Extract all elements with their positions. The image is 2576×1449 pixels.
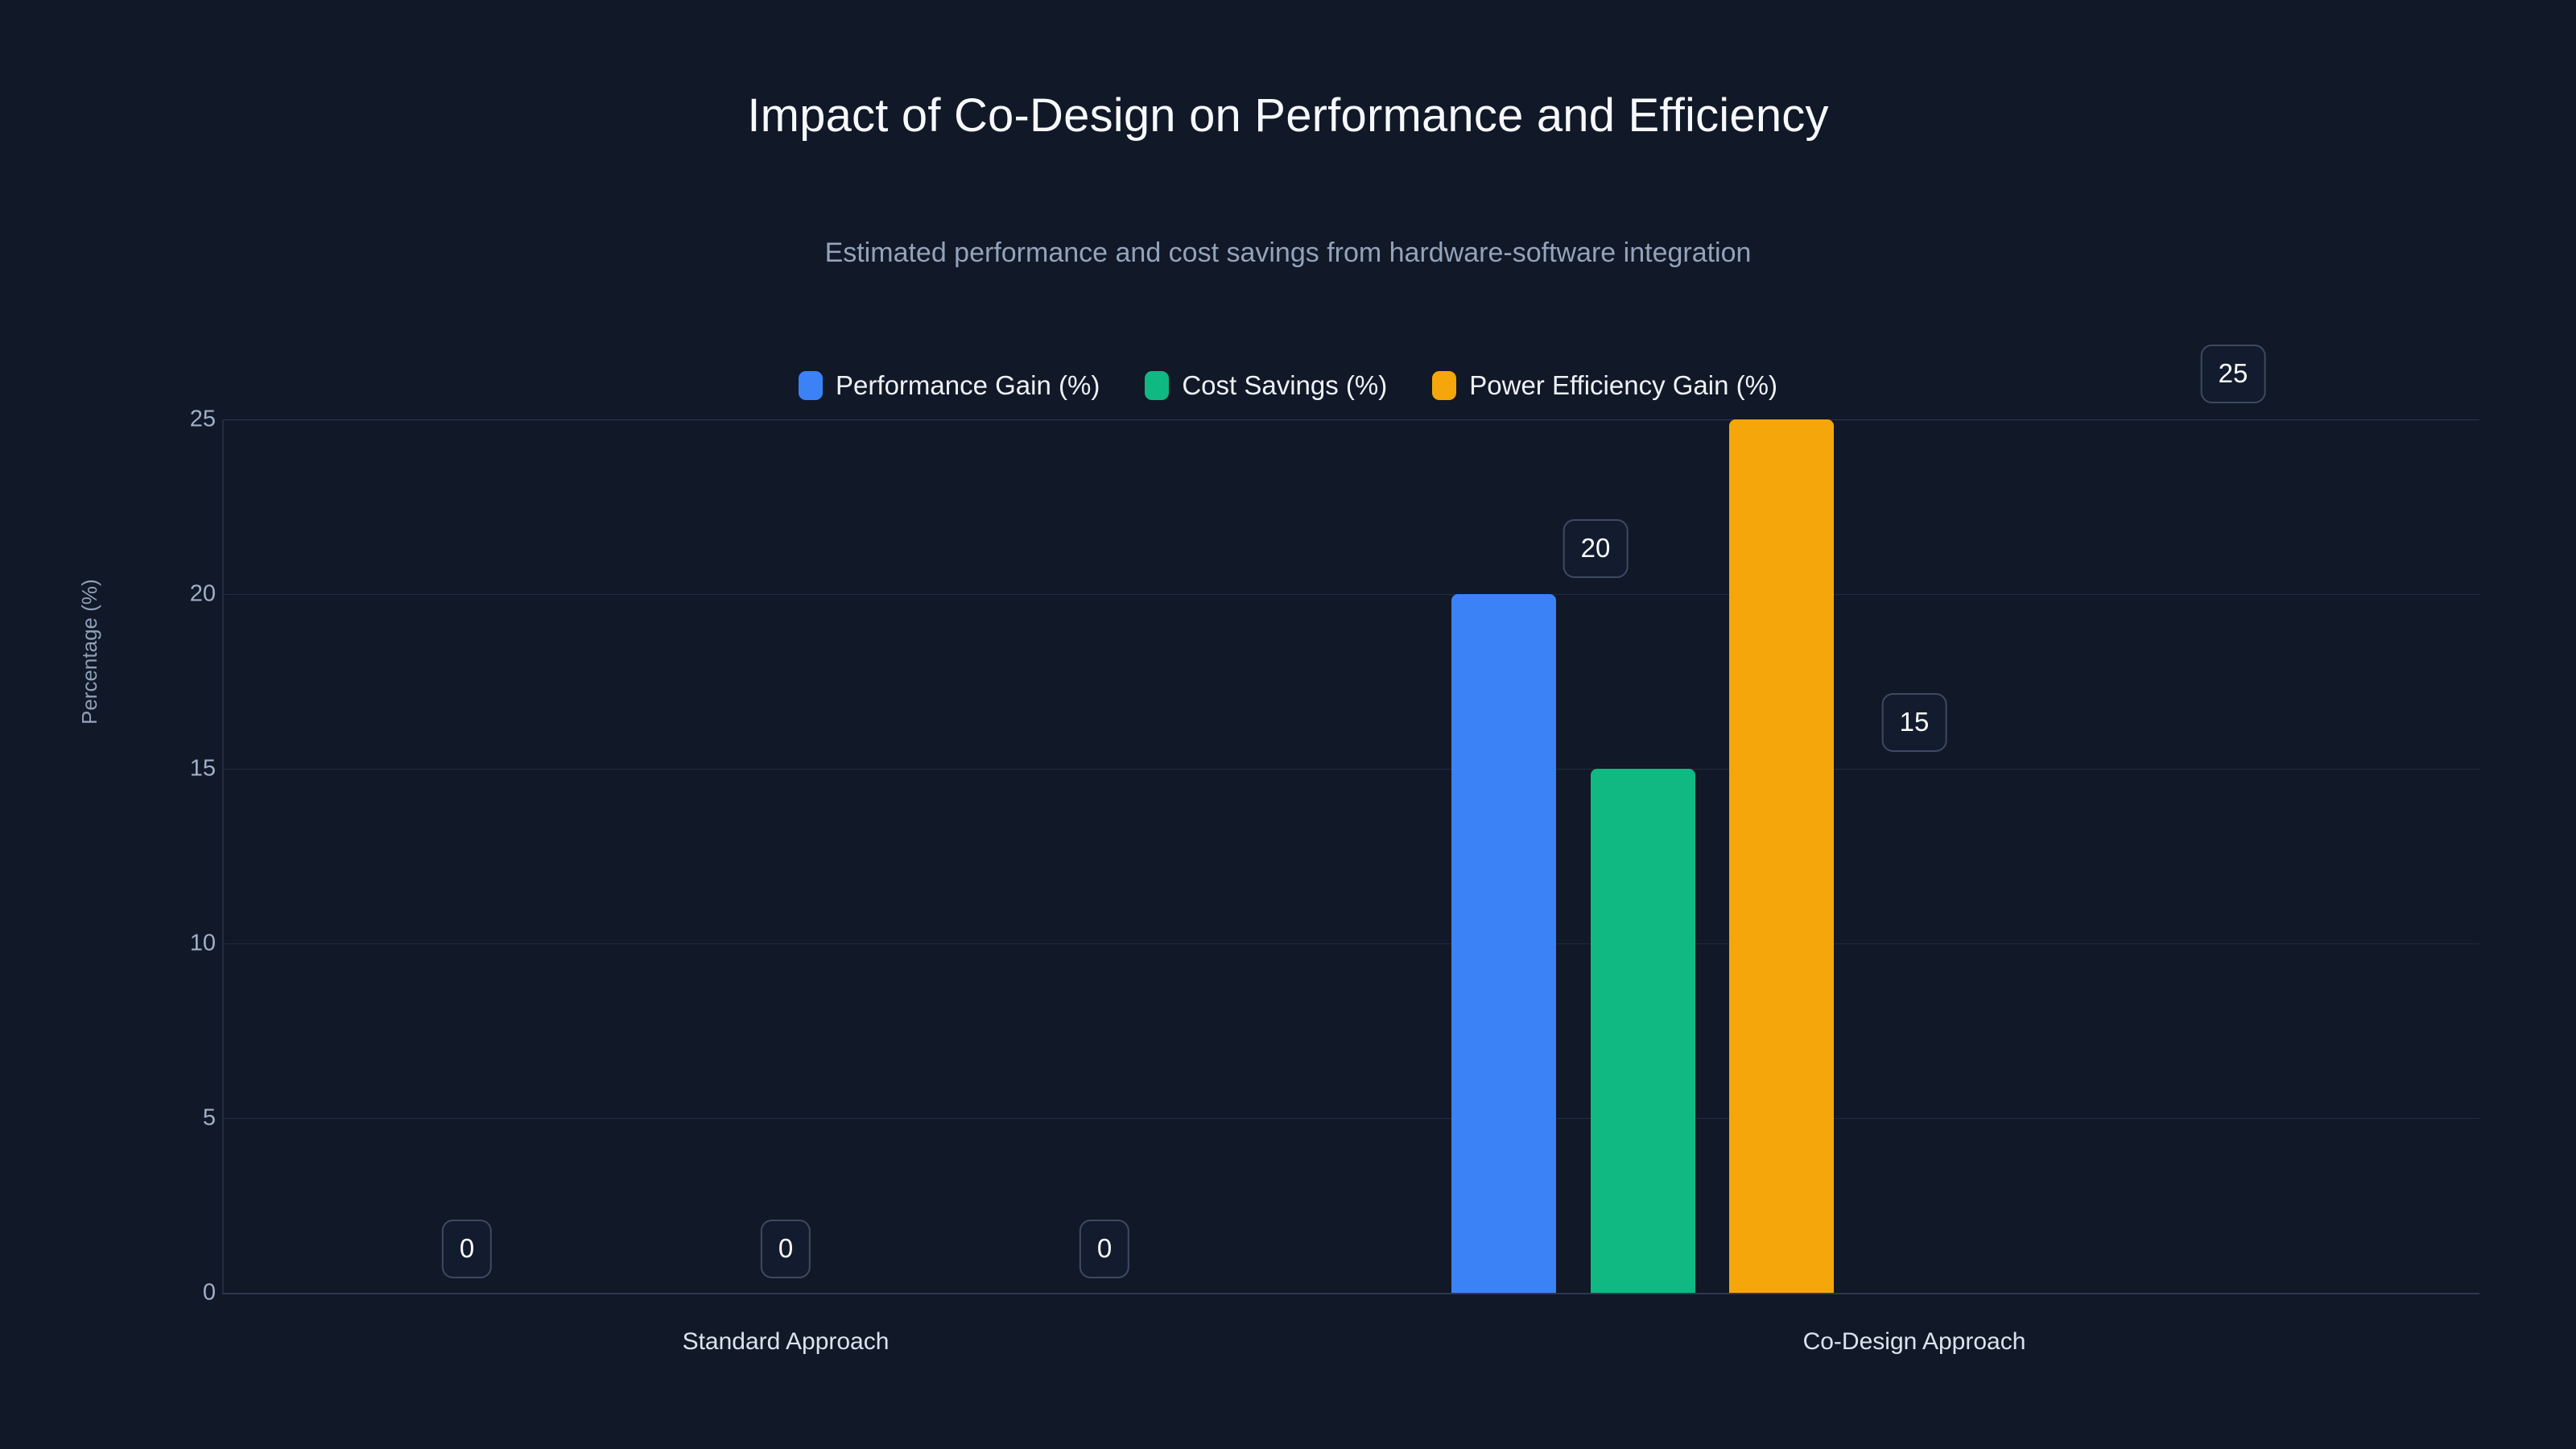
chart-title: Impact of Co-Design on Performance and E… (747, 89, 1829, 142)
legend-swatch-icon-performance-gain (799, 371, 824, 400)
chart-legend: Performance Gain (%) Cost Savings (%) Po… (0, 370, 2576, 401)
gridline-25 (222, 419, 2479, 420)
y-tick-label-0: 0 (202, 1279, 216, 1306)
legend-item-power-efficiency-gain[interactable]: Power Efficiency Gain (%) (1432, 370, 1777, 401)
legend-swatch-icon-power-efficiency-gain (1432, 371, 1457, 400)
legend-label-performance-gain: Performance Gain (%) (836, 370, 1100, 400)
y-axis-line (222, 419, 224, 1293)
y-tick-label-10: 10 (189, 930, 216, 956)
gridline-20 (222, 594, 2479, 595)
bar-cost-savings-codesign[interactable] (1591, 769, 1695, 1293)
x-tick-label-co-design-approach: Co-Design Approach (1802, 1328, 2026, 1355)
legend-item-performance-gain[interactable]: Performance Gain (%) (799, 370, 1100, 401)
x-tick-label-standard-approach: Standard Approach (682, 1328, 890, 1355)
y-axis-title: Percentage (%) (77, 579, 101, 724)
value-label-power-efficiency-gain-codesign: 25 (2200, 345, 2266, 403)
chart-subtitle: Estimated performance and cost savings f… (824, 237, 1752, 268)
y-tick-label-25: 25 (189, 406, 216, 432)
plot-area (222, 419, 2479, 1294)
value-label-cost-savings-codesign: 15 (1881, 693, 1947, 752)
gridline-10 (222, 943, 2479, 944)
value-label-performance-gain-codesign: 20 (1563, 519, 1629, 578)
legend-label-power-efficiency-gain: Power Efficiency Gain (%) (1469, 370, 1777, 400)
legend-label-cost-savings: Cost Savings (%) (1182, 370, 1388, 400)
legend-item-cost-savings[interactable]: Cost Savings (%) (1145, 370, 1387, 401)
y-tick-label-5: 5 (202, 1104, 216, 1131)
value-label-cost-savings-standard: 0 (760, 1220, 811, 1278)
y-tick-label-15: 15 (189, 755, 216, 782)
value-label-performance-gain-standard: 0 (441, 1220, 493, 1278)
bar-performance-gain-codesign[interactable] (1451, 594, 1556, 1293)
bar-power-efficiency-gain-codesign[interactable] (1729, 419, 1834, 1293)
gridline-5 (222, 1118, 2479, 1119)
value-label-power-efficiency-gain-standard: 0 (1079, 1220, 1130, 1278)
gridline-15 (222, 769, 2479, 770)
x-axis-line (222, 1293, 2479, 1294)
y-tick-label-20: 20 (189, 580, 216, 607)
legend-swatch-icon-cost-savings (1145, 371, 1170, 400)
